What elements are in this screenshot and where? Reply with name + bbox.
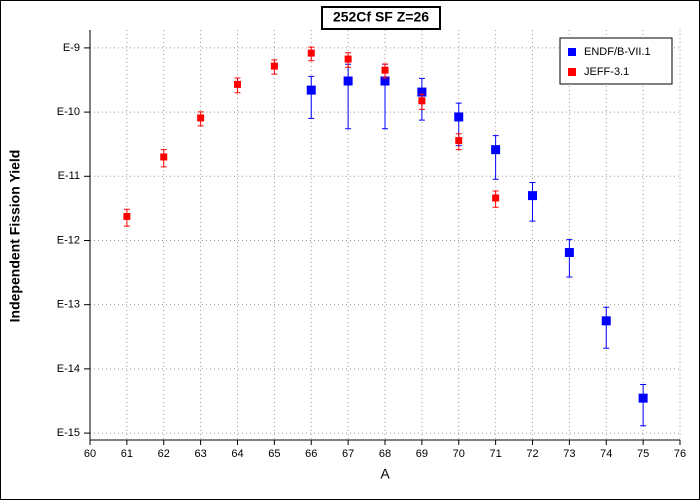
data-point (454, 112, 464, 122)
x-tick-label: 70 (453, 448, 465, 460)
x-tick-label: 68 (379, 448, 391, 460)
error-bar (308, 75, 315, 119)
data-point (123, 212, 131, 220)
y-tick-label: E-13 (57, 299, 80, 311)
legend-marker (568, 68, 576, 76)
chart-title: 252Cf SF Z=26 (333, 9, 429, 25)
x-tick-label: 61 (121, 448, 133, 460)
y-tick-label: E-15 (57, 427, 80, 439)
legend-box (559, 37, 673, 85)
data-point (455, 137, 463, 145)
data-point (491, 145, 501, 155)
data-point (528, 191, 537, 201)
y-tick-label: E-10 (57, 106, 80, 118)
data-point (564, 247, 574, 257)
x-tick-label: 74 (600, 448, 612, 460)
error-bar (640, 384, 647, 427)
x-tick-label: 65 (268, 448, 280, 460)
x-tick-label: 64 (231, 448, 243, 460)
data-point (160, 153, 168, 161)
y-tick-label: E-11 (58, 170, 80, 182)
data-point (418, 97, 426, 105)
data-point (197, 114, 205, 122)
data-point (344, 55, 352, 63)
legend-label: ENDF/B-VII.1 (584, 46, 651, 58)
x-tick-label: 72 (526, 448, 538, 460)
x-tick-label: 63 (195, 448, 207, 460)
x-tick-label: 76 (674, 448, 686, 460)
y-tick-label: E-14 (57, 363, 80, 375)
x-tick-label: 67 (342, 448, 354, 460)
y-tick-label: E-12 (57, 234, 80, 246)
data-point (234, 80, 241, 88)
x-tick-label: 66 (305, 448, 317, 460)
y-axis-label: Independent Fission Yield (7, 150, 23, 323)
data-point (417, 87, 427, 97)
x-tick-label: 75 (637, 448, 649, 460)
data-point (492, 194, 500, 202)
error-bar (492, 135, 499, 180)
x-tick-label: 60 (84, 448, 96, 460)
data-point (380, 76, 390, 86)
x-axis-label: A (380, 466, 390, 482)
data-point (306, 85, 316, 95)
title-box (321, 6, 441, 30)
error-bar (566, 239, 573, 278)
x-tick-label: 69 (416, 448, 428, 460)
data-point (343, 76, 353, 86)
data-point (270, 62, 278, 70)
x-tick-label: 71 (490, 448, 502, 460)
data-point (601, 316, 611, 326)
data-point (638, 393, 648, 403)
error-bar (603, 306, 610, 349)
legend-marker (568, 48, 576, 56)
error-bar (529, 182, 536, 222)
x-tick-label: 62 (158, 448, 170, 460)
y-tick-label: E-9 (63, 42, 80, 54)
data-point (381, 66, 389, 74)
legend-label: JEFF-3.1 (584, 66, 629, 78)
x-tick-label: 73 (563, 448, 575, 460)
data-point (307, 49, 315, 57)
